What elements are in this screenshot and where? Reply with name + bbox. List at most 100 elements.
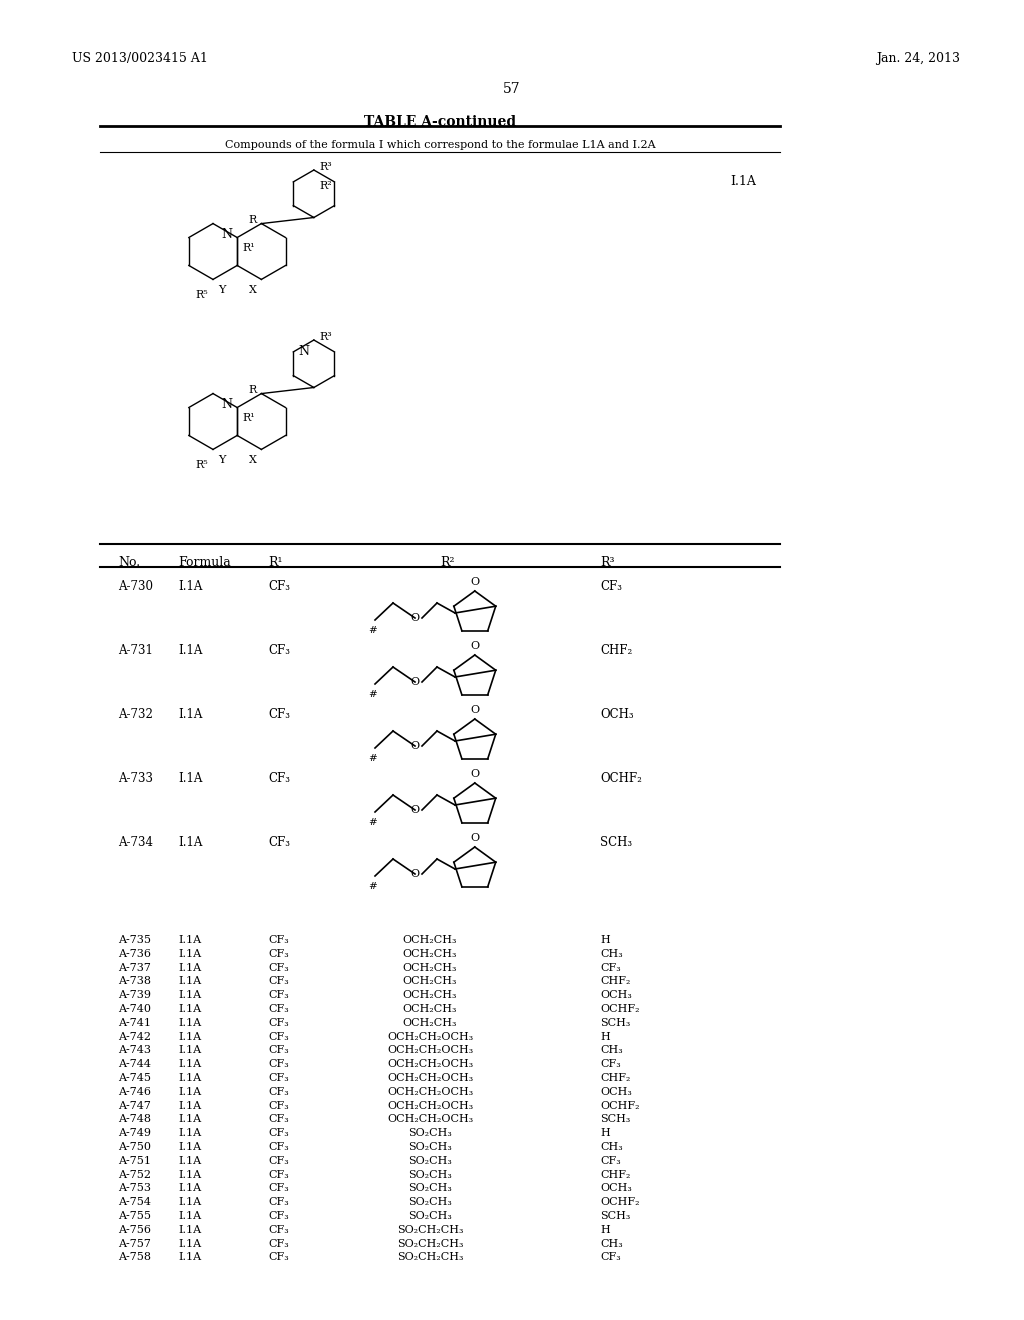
Text: #: # [369, 882, 378, 891]
Text: O: O [470, 770, 479, 779]
Text: CF₃: CF₃ [268, 1129, 289, 1138]
Text: R⁵: R⁵ [196, 459, 208, 470]
Text: OCH₂CH₃: OCH₂CH₃ [402, 962, 458, 973]
Text: I.1A: I.1A [178, 772, 203, 785]
Text: 57: 57 [503, 82, 521, 96]
Text: A-745: A-745 [118, 1073, 151, 1082]
Text: OCHF₂: OCHF₂ [600, 1197, 640, 1208]
Text: CH₃: CH₃ [600, 1142, 623, 1152]
Text: Compounds of the formula I which correspond to the formulae L1A and I.2A: Compounds of the formula I which corresp… [224, 140, 655, 150]
Text: H: H [600, 1225, 609, 1234]
Text: I.1A: I.1A [178, 1032, 201, 1041]
Text: OCH₂CH₂OCH₃: OCH₂CH₂OCH₃ [387, 1086, 473, 1097]
Text: R²: R² [319, 181, 332, 191]
Text: CHF₂: CHF₂ [600, 977, 631, 986]
Text: SO₂CH₂CH₃: SO₂CH₂CH₃ [396, 1238, 463, 1249]
Text: CF₃: CF₃ [268, 949, 289, 958]
Text: I.1A: I.1A [178, 644, 203, 657]
Text: SO₂CH₃: SO₂CH₃ [408, 1210, 452, 1221]
Text: I.1A: I.1A [178, 962, 201, 973]
Text: CF₃: CF₃ [268, 1032, 289, 1041]
Text: I.1A: I.1A [178, 949, 201, 958]
Text: I.1A: I.1A [178, 1210, 201, 1221]
Text: SCH₃: SCH₃ [600, 1018, 631, 1028]
Text: A-757: A-757 [118, 1238, 151, 1249]
Text: A-732: A-732 [118, 708, 153, 721]
Text: CF₃: CF₃ [268, 1005, 289, 1014]
Text: R²: R² [440, 556, 455, 569]
Text: H: H [600, 935, 609, 945]
Text: OCH₂CH₂OCH₃: OCH₂CH₂OCH₃ [387, 1101, 473, 1110]
Text: CH₃: CH₃ [600, 949, 623, 958]
Text: CF₃: CF₃ [600, 1253, 621, 1262]
Text: Formula: Formula [178, 556, 230, 569]
Text: I.1A: I.1A [178, 708, 203, 721]
Text: CF₃: CF₃ [268, 935, 289, 945]
Text: OCH₂CH₃: OCH₂CH₃ [402, 990, 458, 1001]
Text: I.1A: I.1A [178, 579, 203, 593]
Text: #: # [369, 818, 378, 828]
Text: A-754: A-754 [118, 1197, 151, 1208]
Text: O: O [470, 705, 479, 715]
Text: OCH₃: OCH₃ [600, 1184, 632, 1193]
Text: I.1A: I.1A [178, 1073, 201, 1082]
Text: CF₃: CF₃ [268, 1253, 289, 1262]
Text: CF₃: CF₃ [268, 1086, 289, 1097]
Text: OCH₂CH₂OCH₃: OCH₂CH₂OCH₃ [387, 1114, 473, 1125]
Text: I.1A: I.1A [178, 1170, 201, 1180]
Text: OCH₂CH₃: OCH₂CH₃ [402, 949, 458, 958]
Text: CF₃: CF₃ [268, 1238, 289, 1249]
Text: CF₃: CF₃ [268, 1197, 289, 1208]
Text: CF₃: CF₃ [268, 1114, 289, 1125]
Text: SO₂CH₃: SO₂CH₃ [408, 1170, 452, 1180]
Text: I.1A: I.1A [178, 1059, 201, 1069]
Text: CH₃: CH₃ [600, 1238, 623, 1249]
Text: TABLE A-continued: TABLE A-continued [364, 115, 516, 129]
Text: A-758: A-758 [118, 1253, 151, 1262]
Text: SO₂CH₃: SO₂CH₃ [408, 1156, 452, 1166]
Text: SO₂CH₃: SO₂CH₃ [408, 1142, 452, 1152]
Text: O: O [411, 612, 420, 623]
Text: I.1A: I.1A [178, 990, 201, 1001]
Text: N: N [221, 228, 232, 240]
Text: CF₃: CF₃ [600, 962, 621, 973]
Text: N: N [299, 346, 309, 358]
Text: A-751: A-751 [118, 1156, 151, 1166]
Text: I.1A: I.1A [178, 1005, 201, 1014]
Text: X: X [249, 454, 257, 465]
Text: #: # [369, 690, 378, 700]
Text: R³: R³ [600, 556, 614, 569]
Text: CF₃: CF₃ [268, 1225, 289, 1234]
Text: A-742: A-742 [118, 1032, 151, 1041]
Text: No.: No. [118, 556, 140, 569]
Text: OCH₂CH₂OCH₃: OCH₂CH₂OCH₃ [387, 1073, 473, 1082]
Text: OCH₂CH₃: OCH₂CH₃ [402, 1018, 458, 1028]
Text: I.1A: I.1A [178, 1018, 201, 1028]
Text: CF₃: CF₃ [268, 1142, 289, 1152]
Text: R¹: R¹ [243, 243, 255, 253]
Text: I.1A: I.1A [178, 1114, 201, 1125]
Text: CF₃: CF₃ [268, 579, 290, 593]
Text: SO₂CH₃: SO₂CH₃ [408, 1129, 452, 1138]
Text: SCH₃: SCH₃ [600, 836, 632, 849]
Text: I.1A: I.1A [178, 1197, 201, 1208]
Text: I.1A: I.1A [178, 935, 201, 945]
Text: OCHF₂: OCHF₂ [600, 1101, 640, 1110]
Text: OCH₂CH₃: OCH₂CH₃ [402, 1005, 458, 1014]
Text: X: X [249, 285, 257, 294]
Text: I.1A: I.1A [730, 176, 756, 187]
Text: A-737: A-737 [118, 962, 151, 973]
Text: A-748: A-748 [118, 1114, 151, 1125]
Text: I.1A: I.1A [178, 1238, 201, 1249]
Text: A-734: A-734 [118, 836, 153, 849]
Text: SO₂CH₃: SO₂CH₃ [408, 1197, 452, 1208]
Text: O: O [470, 642, 479, 651]
Text: A-747: A-747 [118, 1101, 151, 1110]
Text: OCH₃: OCH₃ [600, 708, 634, 721]
Text: I.1A: I.1A [178, 1142, 201, 1152]
Text: SO₂CH₂CH₃: SO₂CH₂CH₃ [396, 1225, 463, 1234]
Text: O: O [411, 805, 420, 814]
Text: A-746: A-746 [118, 1086, 151, 1097]
Text: CF₃: CF₃ [600, 1156, 621, 1166]
Text: CF₃: CF₃ [268, 1059, 289, 1069]
